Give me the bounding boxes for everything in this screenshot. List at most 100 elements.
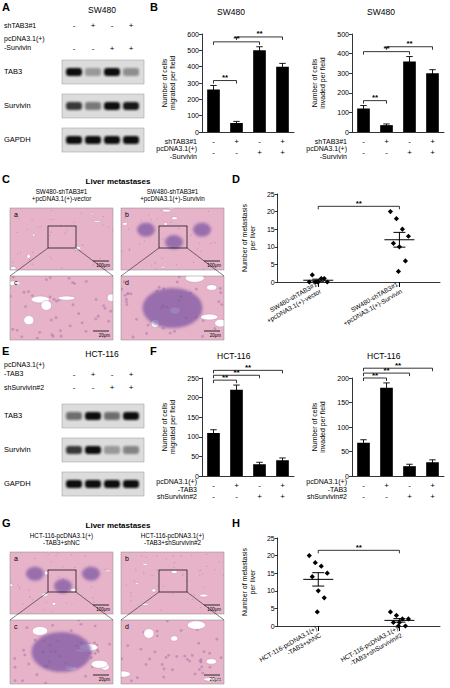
svg-text:+: + bbox=[430, 148, 435, 157]
svg-text:15: 15 bbox=[267, 570, 275, 577]
svg-text:300: 300 bbox=[187, 80, 199, 87]
svg-text:-TAB3+shNC: -TAB3+shNC bbox=[286, 631, 323, 656]
svg-text:**: ** bbox=[356, 199, 363, 208]
svg-text:**: ** bbox=[356, 543, 363, 552]
svg-text:TAB3: TAB3 bbox=[4, 67, 22, 76]
svg-text:-: - bbox=[73, 370, 76, 379]
svg-text:-: - bbox=[235, 492, 238, 501]
svg-text:150: 150 bbox=[187, 414, 199, 421]
svg-text:-: - bbox=[362, 481, 365, 490]
svg-text:migrated per field: migrated per field bbox=[169, 400, 177, 454]
svg-text:invaded per field: invaded per field bbox=[319, 57, 327, 108]
svg-text:+: + bbox=[430, 137, 435, 146]
svg-text:pcDNA3.1(+): pcDNA3.1(+) bbox=[156, 145, 197, 153]
svg-text:shTAB3#1: shTAB3#1 bbox=[165, 138, 197, 145]
svg-text:GAPDH: GAPDH bbox=[4, 135, 31, 144]
svg-text:Survivin: Survivin bbox=[4, 101, 31, 110]
svg-text:+: + bbox=[257, 148, 262, 157]
svg-text:+: + bbox=[280, 481, 285, 490]
svg-text:100μm: 100μm bbox=[96, 607, 110, 612]
svg-text:Liver metastases: Liver metastases bbox=[86, 177, 151, 186]
svg-text:**: ** bbox=[256, 29, 263, 38]
svg-text:+pcDNA3.1(+)-Survivin: +pcDNA3.1(+)-Survivin bbox=[342, 287, 404, 327]
svg-text:d: d bbox=[125, 623, 129, 630]
svg-text:+: + bbox=[280, 492, 285, 501]
svg-text:migrated per field: migrated per field bbox=[169, 56, 177, 110]
svg-text:10: 10 bbox=[267, 587, 275, 594]
svg-text:0: 0 bbox=[271, 279, 275, 286]
svg-text:SW480: SW480 bbox=[88, 5, 116, 15]
svg-text:0: 0 bbox=[345, 473, 349, 480]
svg-text:b: b bbox=[125, 555, 129, 562]
svg-text:20μm: 20μm bbox=[210, 333, 222, 338]
svg-text:-: - bbox=[212, 492, 215, 501]
svg-text:a: a bbox=[14, 211, 18, 218]
svg-text:100: 100 bbox=[337, 424, 349, 431]
svg-text:pcDNA3.1(+): pcDNA3.1(+) bbox=[306, 145, 347, 153]
svg-text:25: 25 bbox=[267, 535, 275, 542]
svg-text:Liver metastases: Liver metastases bbox=[86, 521, 151, 530]
svg-text:-: - bbox=[212, 148, 215, 157]
svg-text:500: 500 bbox=[187, 47, 199, 54]
svg-text:+: + bbox=[91, 370, 96, 379]
svg-text:HCT-116: HCT-116 bbox=[85, 349, 119, 359]
svg-text:invaded per field: invaded per field bbox=[319, 401, 327, 452]
svg-text:250: 250 bbox=[187, 375, 199, 382]
svg-text:-: - bbox=[408, 481, 411, 490]
svg-text:+: + bbox=[280, 148, 285, 157]
svg-text:+pcDNA3.1(+)-vector: +pcDNA3.1(+)-vector bbox=[265, 287, 323, 325]
svg-text:-: - bbox=[92, 383, 95, 392]
svg-text:Number of cells: Number of cells bbox=[311, 58, 318, 107]
svg-text:15: 15 bbox=[267, 226, 275, 233]
svg-text:200: 200 bbox=[187, 96, 199, 103]
svg-text:200: 200 bbox=[337, 89, 349, 96]
svg-text:-: - bbox=[362, 137, 365, 146]
svg-text:+: + bbox=[430, 481, 435, 490]
svg-text:50: 50 bbox=[341, 448, 349, 455]
svg-text:-: - bbox=[111, 370, 114, 379]
svg-text:-: - bbox=[362, 492, 365, 501]
svg-text:SW480: SW480 bbox=[217, 7, 245, 17]
svg-text:-: - bbox=[73, 21, 76, 30]
svg-text:+: + bbox=[234, 137, 239, 146]
svg-text:-: - bbox=[73, 383, 76, 392]
svg-text:+: + bbox=[430, 492, 435, 501]
svg-text:200: 200 bbox=[337, 375, 349, 382]
svg-text:-: - bbox=[362, 148, 365, 157]
svg-text:GAPDH: GAPDH bbox=[4, 479, 31, 488]
svg-text:**: ** bbox=[372, 93, 379, 102]
svg-text:HCT-116: HCT-116 bbox=[367, 351, 401, 361]
svg-text:20μm: 20μm bbox=[210, 677, 222, 682]
svg-text:100: 100 bbox=[337, 109, 349, 116]
svg-text:-: - bbox=[258, 137, 261, 146]
svg-text:+: + bbox=[129, 383, 134, 392]
svg-text:300: 300 bbox=[337, 70, 349, 77]
svg-text:50: 50 bbox=[191, 453, 199, 460]
svg-text:600: 600 bbox=[187, 31, 199, 38]
svg-text:Number of metastasis: Number of metastasis bbox=[241, 547, 248, 616]
svg-text:500: 500 bbox=[337, 31, 349, 38]
svg-text:100: 100 bbox=[187, 112, 199, 119]
svg-text:Number of metastasis: Number of metastasis bbox=[241, 203, 248, 272]
svg-text:+: + bbox=[280, 137, 285, 146]
svg-text:shSurvivin#2: shSurvivin#2 bbox=[307, 493, 347, 500]
svg-text:a: a bbox=[14, 555, 18, 562]
svg-text:Number of cells: Number of cells bbox=[311, 402, 318, 451]
svg-text:-: - bbox=[212, 481, 215, 490]
svg-text:Number of cells: Number of cells bbox=[161, 58, 168, 107]
svg-text:5: 5 bbox=[271, 261, 275, 268]
svg-text:+: + bbox=[110, 44, 115, 53]
svg-text:pcDNA3.1(+)-TAB3: pcDNA3.1(+)-TAB3 bbox=[4, 361, 45, 377]
svg-text:20μm: 20μm bbox=[99, 677, 111, 682]
svg-text:per liver: per liver bbox=[249, 569, 257, 595]
svg-text:**: ** bbox=[383, 44, 390, 53]
svg-text:d: d bbox=[125, 279, 129, 286]
svg-text:-: - bbox=[235, 148, 238, 157]
svg-text:-TAB3: -TAB3 bbox=[178, 486, 197, 493]
svg-text:0: 0 bbox=[195, 473, 199, 480]
svg-text:100μm: 100μm bbox=[207, 607, 221, 612]
svg-text:+: + bbox=[129, 44, 134, 53]
svg-text:20: 20 bbox=[267, 208, 275, 215]
svg-text:SW480-shTAB3#1+pcDNA3.1(+)-Sur: SW480-shTAB3#1+pcDNA3.1(+)-Survivin bbox=[140, 188, 205, 204]
svg-text:-: - bbox=[73, 44, 76, 53]
